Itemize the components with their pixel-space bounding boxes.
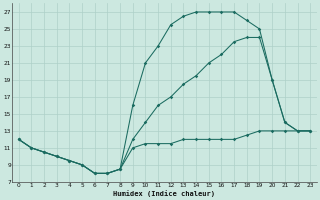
X-axis label: Humidex (Indice chaleur): Humidex (Indice chaleur) — [114, 190, 215, 197]
